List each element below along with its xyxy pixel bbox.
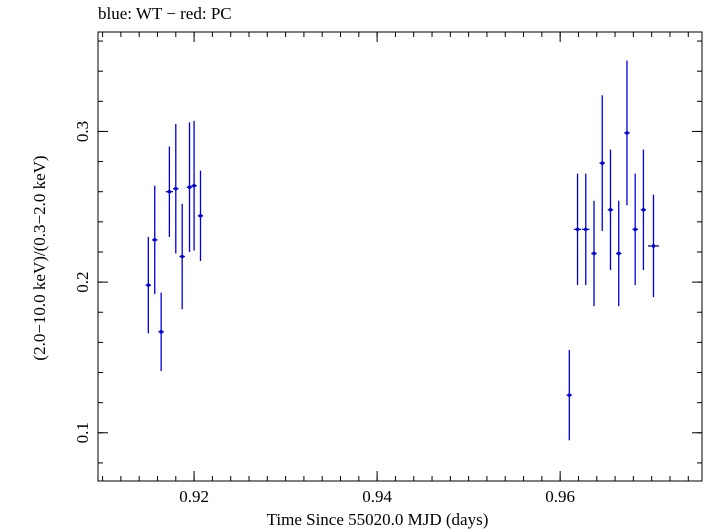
axis-ticks: 0.92 0.94 0.96 0.1 0.2 0.3 bbox=[73, 32, 702, 506]
point-marker bbox=[180, 254, 184, 259]
y-axis-label: (2.0−10.0 keV)/(0.3−2.0 keV) bbox=[30, 155, 49, 361]
point-marker bbox=[167, 189, 172, 194]
point-marker bbox=[192, 183, 196, 188]
data-point bbox=[591, 200, 597, 307]
data-point bbox=[582, 173, 590, 286]
data-point bbox=[179, 203, 185, 310]
data-point bbox=[566, 349, 573, 441]
data-point bbox=[186, 122, 193, 252]
point-marker bbox=[625, 131, 629, 135]
point-marker bbox=[641, 207, 646, 212]
data-point bbox=[648, 194, 659, 298]
x-axis-label: Time Since 55020.0 MJD (days) bbox=[266, 510, 489, 529]
data-point bbox=[191, 120, 197, 251]
chart-title: blue: WT − red: PC bbox=[98, 4, 232, 23]
y-tick-label: 0.2 bbox=[73, 271, 92, 292]
point-marker bbox=[575, 227, 580, 232]
point-marker bbox=[159, 330, 163, 334]
data-point bbox=[615, 200, 622, 307]
plot-frame bbox=[97, 31, 703, 482]
data-point bbox=[632, 173, 638, 286]
x-tick-label: 0.94 bbox=[362, 487, 392, 506]
point-marker bbox=[583, 227, 588, 232]
data-point bbox=[607, 149, 614, 271]
point-marker bbox=[651, 244, 656, 248]
data-point bbox=[197, 170, 204, 262]
point-marker bbox=[608, 207, 613, 212]
data-point bbox=[158, 292, 164, 372]
point-marker bbox=[600, 161, 605, 165]
point-marker bbox=[592, 251, 596, 256]
point-marker bbox=[616, 251, 621, 256]
point-marker bbox=[567, 393, 572, 397]
data-point bbox=[640, 149, 647, 271]
x-tick-label: 0.96 bbox=[545, 487, 575, 506]
x-tick-label: 0.92 bbox=[179, 487, 209, 506]
point-marker bbox=[173, 186, 178, 191]
y-tick-label: 0.1 bbox=[73, 422, 92, 443]
data-point bbox=[624, 60, 630, 206]
y-tick-label: 0.3 bbox=[73, 121, 92, 142]
data-point bbox=[145, 236, 152, 334]
point-marker bbox=[152, 238, 157, 242]
point-marker bbox=[187, 185, 192, 189]
data-point bbox=[573, 173, 582, 286]
data-points bbox=[145, 60, 659, 441]
data-point bbox=[165, 146, 174, 237]
data-point bbox=[151, 185, 158, 295]
point-marker bbox=[633, 227, 637, 232]
point-marker bbox=[146, 283, 151, 287]
data-point bbox=[173, 123, 179, 254]
point-marker bbox=[198, 214, 203, 218]
data-point bbox=[599, 95, 605, 231]
